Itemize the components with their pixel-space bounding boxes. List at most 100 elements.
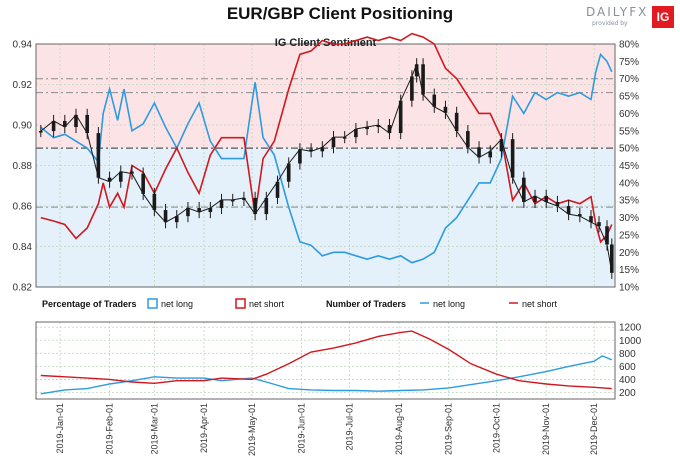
price-candle [398, 100, 403, 134]
y-left-tick-label: 0.88 [13, 161, 33, 172]
price-candle [186, 208, 190, 217]
price-candle [309, 149, 313, 152]
y-right-tick-label: 65% [619, 92, 639, 103]
price-candle [174, 216, 179, 223]
price-candle [342, 137, 347, 139]
net-long-percent-line [40, 52, 613, 264]
price-candle [208, 208, 213, 213]
upper-panel-border [35, 43, 616, 288]
price-candle [51, 120, 56, 132]
logo-subtext: provided by [592, 20, 628, 27]
count-tick-label: 1000 [619, 336, 642, 347]
price-candle [589, 216, 593, 223]
price-candle [107, 177, 112, 182]
x-tick-label: 2019-Oct-01 [492, 403, 502, 453]
price-candle [365, 127, 369, 130]
price-candle [264, 197, 269, 215]
price-candle [38, 131, 43, 133]
price-candle [85, 114, 89, 134]
price-candle [163, 210, 168, 223]
x-tick-label: 2019-Jun-01 [297, 403, 307, 454]
net-short-count-line [40, 330, 612, 390]
price-candle [242, 197, 246, 200]
y-right-tick-label: 70% [619, 74, 639, 85]
price-candle [432, 94, 437, 107]
lower-panel-border [35, 321, 616, 400]
price-candle [421, 64, 425, 95]
legend-net-short-label: net short [249, 299, 285, 309]
price-candle [275, 181, 280, 198]
price-candle [488, 151, 493, 158]
y-right-tick-label: 50% [619, 144, 639, 155]
x-tick-label: 2019-Feb-01 [105, 403, 115, 455]
price-candle [286, 163, 291, 182]
legend-count-net-long-label: net long [433, 299, 465, 309]
price-candle [533, 195, 537, 202]
price-candle [130, 171, 134, 174]
y-left-tick-label: 0.84 [13, 242, 33, 253]
dailyfx-logo: DAILYFX provided by IG [586, 4, 676, 30]
y-left-tick-label: 0.82 [13, 283, 33, 294]
price-candle [152, 193, 157, 211]
y-right-tick-label: 25% [619, 230, 639, 241]
y-left-tick-label: 0.92 [13, 80, 33, 91]
price-candle [298, 149, 302, 164]
y-left-tick-label: 0.90 [13, 121, 33, 132]
legend-pct-title: Percentage of Traders [42, 299, 137, 309]
y-right-tick-label: 40% [619, 178, 639, 189]
price-candle [197, 208, 201, 213]
price-candle [414, 64, 419, 77]
count-tick-label: 1200 [619, 323, 642, 334]
price-candle [62, 120, 67, 128]
y-left-tick-label: 0.94 [13, 40, 33, 51]
price-candle [454, 112, 459, 132]
price-candle [578, 214, 582, 217]
price-candle [510, 139, 515, 178]
price-candle [522, 177, 526, 202]
price-line [40, 62, 613, 273]
y-right-tick-label: 20% [619, 248, 639, 259]
y-right-tick-label: 75% [619, 57, 639, 68]
x-tick-label: 2019-Mar-01 [149, 403, 159, 455]
price-candle [610, 244, 614, 273]
x-tick-label: 2019-Dec-01 [589, 403, 599, 455]
y-right-tick-label: 10% [619, 283, 639, 294]
y-right-tick-label: 45% [619, 161, 639, 172]
x-tick-label: 2019-Jan-01 [55, 403, 65, 454]
price-candle [74, 114, 78, 128]
price-candle [320, 147, 325, 152]
x-tick-label: 2019-Apr-01 [199, 403, 209, 453]
x-tick-label: 2019-Sep-01 [444, 403, 454, 455]
x-tick-label: 2019-Aug-01 [394, 403, 404, 455]
price-candle [443, 106, 448, 113]
y-right-tick-label: 80% [619, 40, 639, 51]
price-candle [219, 199, 224, 209]
legend-net-short-box-icon [235, 298, 246, 309]
panel-title: IG Client Sentiment [275, 37, 377, 49]
x-tick-label: 2019-May-01 [247, 403, 257, 456]
price-candle [499, 139, 504, 152]
count-tick-label: 800 [619, 349, 636, 360]
count-tick-label: 600 [619, 362, 636, 373]
net-long-zone [36, 148, 615, 287]
y-right-tick-label: 35% [619, 196, 639, 207]
net-short-percent-line [40, 32, 613, 244]
x-tick-label: 2019-Jul-01 [344, 403, 354, 451]
price-candle [96, 133, 101, 178]
price-candle [410, 76, 414, 101]
legend-count-net-short-label: net short [522, 299, 558, 309]
price-candle [466, 131, 470, 148]
count-tick-label: 400 [619, 375, 636, 386]
legend-net-long-box-icon [147, 298, 158, 309]
ig-badge-icon: IG [652, 6, 674, 28]
logo-wordmark: DAILYFX [586, 5, 649, 19]
price-candle [597, 222, 601, 227]
y-right-tick-label: 55% [619, 126, 639, 137]
y-left-tick-label: 0.86 [13, 202, 33, 213]
price-candle [387, 125, 392, 134]
y-right-tick-label: 15% [619, 265, 639, 276]
x-tick-label: 2019-Nov-01 [541, 403, 551, 455]
chart-title: EUR/GBP Client Positioning [226, 4, 454, 23]
price-candle [230, 199, 235, 202]
